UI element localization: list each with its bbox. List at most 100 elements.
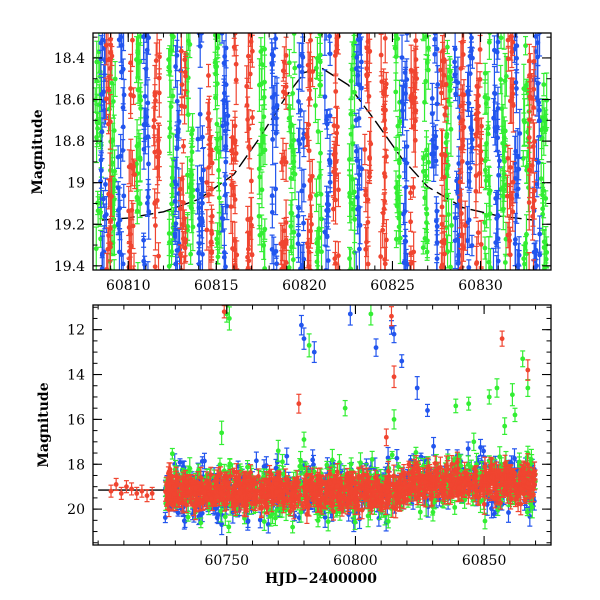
outlier-point-red xyxy=(391,365,397,389)
data-point-blue xyxy=(274,255,280,270)
data-point-red xyxy=(506,214,512,256)
data-point-green xyxy=(520,149,526,167)
data-point-red xyxy=(205,63,211,88)
data-point-blue xyxy=(144,189,150,217)
data-point-blue xyxy=(173,216,179,232)
data-point-green xyxy=(112,60,118,98)
data-point-blue xyxy=(118,64,124,80)
data-point-blue xyxy=(196,183,202,233)
outlier-point-green xyxy=(306,333,312,358)
data-point-red xyxy=(308,33,314,41)
data-point-red xyxy=(509,35,515,69)
data-point-blue xyxy=(327,172,333,193)
data-point-red xyxy=(144,489,150,503)
data-point-red xyxy=(430,472,436,489)
data-point-blue xyxy=(403,228,409,255)
data-point-red xyxy=(473,245,479,270)
data-point-green xyxy=(395,180,401,218)
y-tick-label: 20 xyxy=(67,502,85,518)
data-point-blue xyxy=(273,162,279,216)
data-point-red xyxy=(355,495,361,515)
data-point-blue xyxy=(434,234,440,270)
data-point-blue xyxy=(300,128,306,149)
data-point-green xyxy=(482,149,488,191)
x-tick-label: 60750 xyxy=(205,553,250,569)
data-point-red xyxy=(195,491,201,508)
data-point-blue xyxy=(174,33,180,52)
data-point-green xyxy=(324,460,330,470)
data-point-red xyxy=(441,472,447,492)
data-point-green xyxy=(317,130,323,176)
bottom-panel: 60750 60800 60850 12 14 16 18 20 Magnitude HJD−… xyxy=(36,304,552,587)
data-point-blue xyxy=(469,114,475,165)
data-point-blue xyxy=(173,45,179,88)
data-point-red xyxy=(262,491,268,502)
data-point-red xyxy=(470,477,476,500)
data-point-blue xyxy=(433,124,439,149)
data-point-green xyxy=(487,189,493,238)
data-point-red xyxy=(306,139,312,162)
data-point-red xyxy=(247,482,253,492)
data-point-blue xyxy=(142,255,148,270)
data-point-green xyxy=(426,143,432,182)
data-point-blue xyxy=(118,133,124,179)
outlier-point-green xyxy=(486,389,492,405)
data-point-red xyxy=(232,116,238,165)
data-point-blue xyxy=(452,212,458,270)
outlier-point-green xyxy=(525,378,531,398)
data-point-blue xyxy=(99,235,105,270)
data-point-red xyxy=(480,482,486,498)
data-point-red xyxy=(462,200,468,251)
outlier-point-green xyxy=(391,409,397,430)
data-point-green xyxy=(346,143,352,176)
data-point-red xyxy=(363,224,369,270)
data-point-red xyxy=(378,33,384,77)
data-point-blue xyxy=(468,41,474,60)
data-point-blue xyxy=(435,65,441,105)
data-point-blue xyxy=(273,33,279,50)
data-point-red xyxy=(406,460,412,468)
data-point-blue xyxy=(465,138,471,188)
data-point-green xyxy=(523,235,529,251)
data-point-red xyxy=(530,486,536,503)
data-point-red xyxy=(164,488,170,499)
data-point-green xyxy=(169,33,175,57)
data-point-green xyxy=(288,199,294,253)
data-point-green xyxy=(528,448,534,471)
data-point-green xyxy=(214,108,220,140)
outlier-point-green xyxy=(226,306,232,331)
data-point-red xyxy=(154,128,160,186)
data-point-blue xyxy=(141,33,147,61)
data-point-blue xyxy=(353,144,359,159)
data-point-red xyxy=(118,486,124,501)
data-point-red xyxy=(229,119,235,156)
data-point-blue xyxy=(173,156,179,213)
data-point-blue xyxy=(536,98,542,123)
data-point-red xyxy=(304,504,310,525)
outlier-point-red xyxy=(499,330,505,347)
data-point-red xyxy=(485,483,491,500)
data-point-blue xyxy=(222,46,228,67)
data-point-red xyxy=(405,494,411,506)
data-point-red xyxy=(365,480,371,502)
data-point-blue xyxy=(322,33,328,56)
data-point-red xyxy=(408,185,414,200)
data-point-green xyxy=(313,178,319,213)
data-point-red xyxy=(387,485,393,506)
data-point-red xyxy=(414,490,420,506)
data-point-green xyxy=(95,190,101,216)
data-point-blue xyxy=(512,221,518,267)
data-point-red xyxy=(348,483,354,501)
data-point-red xyxy=(309,204,315,245)
y-tick-label: 18.6 xyxy=(54,93,85,109)
data-point-green xyxy=(262,240,268,270)
data-point-blue xyxy=(496,153,502,168)
data-point-red xyxy=(459,222,465,268)
data-point-blue xyxy=(199,225,205,270)
data-point-red xyxy=(422,476,428,488)
data-point-blue xyxy=(453,86,459,102)
data-point-red xyxy=(334,462,340,481)
top-panel: 60810 60815 60820 60825 60830 18.4 18.6 18.8 19 1… xyxy=(30,32,552,294)
data-point-blue xyxy=(430,111,436,169)
data-point-red xyxy=(254,480,260,501)
